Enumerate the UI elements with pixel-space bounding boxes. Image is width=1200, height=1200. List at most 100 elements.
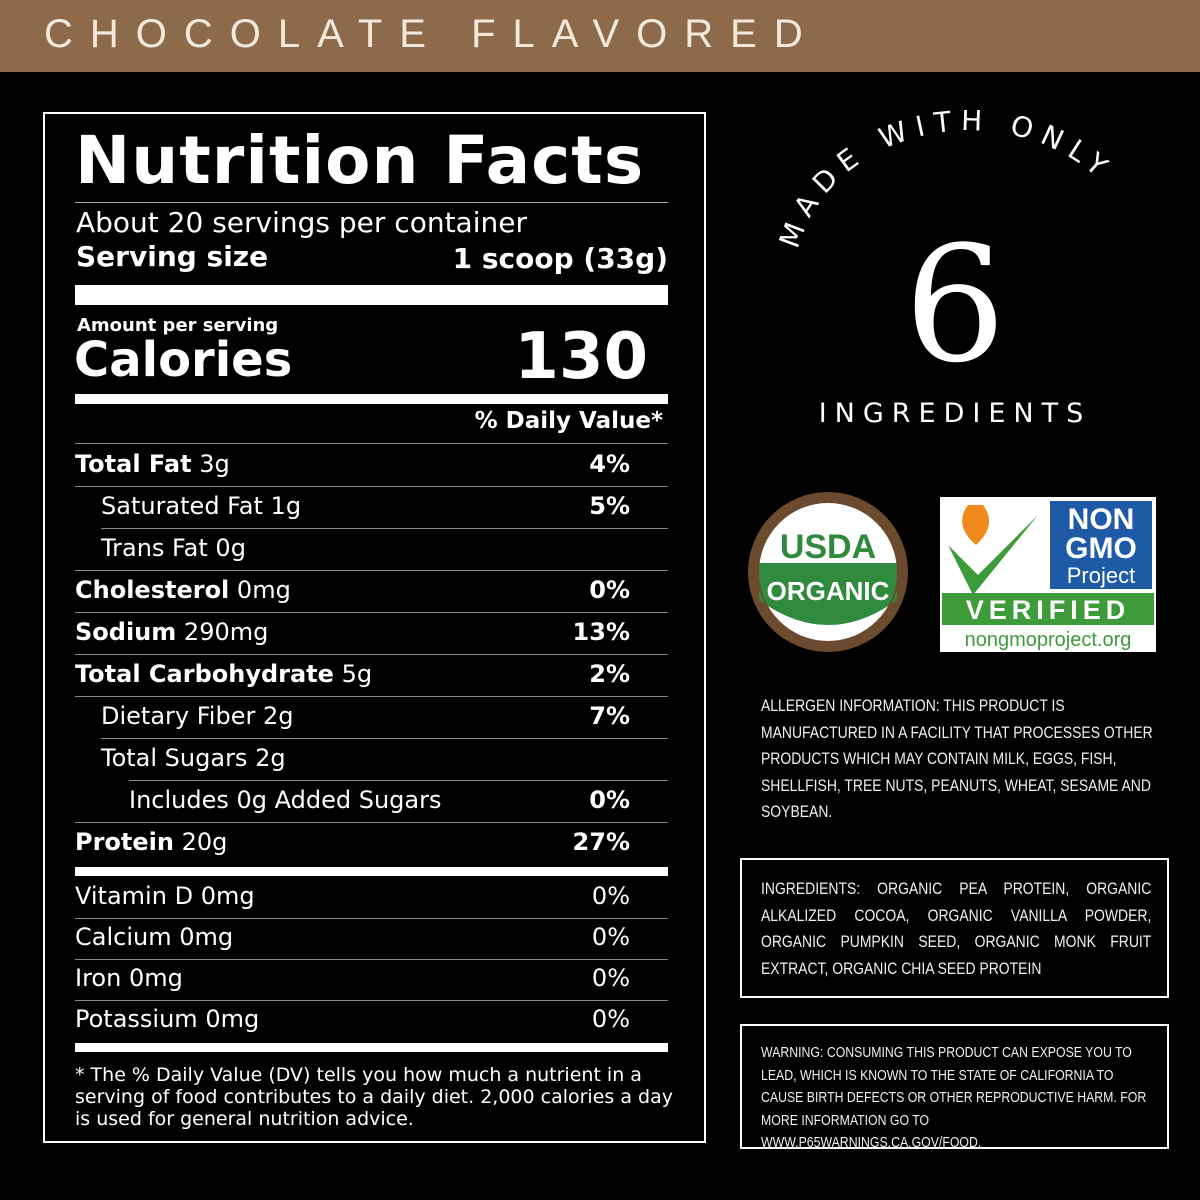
- divider: [75, 202, 668, 203]
- nutrient-dv: 5%: [589, 492, 630, 520]
- spacer: [176, 618, 184, 646]
- nutrient-name: Sodium: [75, 618, 177, 646]
- calories-value: 130: [514, 320, 648, 394]
- medium-bar: [75, 867, 668, 876]
- nutrient-name: Includes 0g Added Sugars: [129, 786, 442, 814]
- warning: WARNING: CONSUMING THIS PRODUCT CAN EXPO…: [761, 1044, 1147, 1151]
- divider: [75, 654, 668, 655]
- nutrient-row: Saturated Fat 1g 5%: [75, 486, 668, 526]
- vitamin-dv: 0%: [591, 923, 630, 951]
- vitamin-dv: 0%: [591, 964, 630, 992]
- allergen-info: ALLERGEN INFORMATION: THIS PRODUCT IS MA…: [761, 696, 1153, 821]
- nutrient-name: Saturated Fat: [101, 492, 263, 520]
- footnote: * The % Daily Value (DV) tells you how m…: [75, 1064, 673, 1130]
- vitamin-name: Vitamin D: [75, 882, 194, 910]
- ngmo-line3: Project: [1067, 563, 1135, 588]
- vitamin-row: Iron 0mg 0%: [75, 958, 668, 998]
- vitamin-name: Calcium: [75, 923, 172, 951]
- nutrient-amount: 0g: [215, 534, 246, 562]
- vitamin-amount: 0mg: [200, 882, 255, 910]
- vitamin-row: Potassium 0mg 0%: [75, 999, 668, 1039]
- divider: [75, 959, 668, 960]
- serving-size-label: Serving size: [76, 240, 269, 273]
- vitamin-row: Calcium 0mg 0%: [75, 917, 668, 957]
- serving-size-value: 1 scoop (33g): [452, 242, 668, 275]
- divider: [129, 780, 668, 781]
- banner-title: CHOCOLATE FLAVORED: [44, 12, 820, 56]
- ngmo-url: nongmoproject.org: [965, 629, 1132, 651]
- divider: [75, 822, 668, 823]
- nutrient-name: Cholesterol: [75, 576, 230, 604]
- divider: [101, 528, 668, 529]
- vitamin-amount: 0mg: [179, 923, 234, 951]
- medium-bar: [75, 1043, 668, 1052]
- divider: [75, 486, 668, 487]
- spacer: [263, 492, 271, 520]
- badge-number: 6: [904, 211, 1006, 398]
- nutrient-name: Total Fat: [75, 450, 192, 478]
- medium-bar: [75, 394, 668, 404]
- divider: [75, 570, 668, 571]
- vitamin-row: Vitamin D 0mg 0%: [75, 876, 668, 916]
- nutrient-row: Includes 0g Added Sugars 0%: [75, 780, 668, 820]
- nutrient-dv: 4%: [589, 450, 630, 478]
- nutrient-dv: 0%: [589, 576, 630, 604]
- vitamin-amount: 0mg: [205, 1005, 260, 1033]
- ingredients: INGREDIENTS: ORGANIC PEA PROTEIN, ORGANI…: [761, 879, 1152, 978]
- nutrient-row: Dietary Fiber 2g 7%: [75, 696, 668, 736]
- thick-bar: [75, 285, 668, 305]
- nutrient-name: Total Sugars: [101, 744, 248, 772]
- nutrient-name: Total Carbohydrate: [75, 660, 334, 688]
- nutrient-name: Dietary Fiber: [101, 702, 256, 730]
- nutrient-row: Sodium 290mg 13%: [75, 612, 668, 652]
- divider: [75, 1000, 668, 1001]
- nutrient-name: Trans Fat: [101, 534, 208, 562]
- divider: [75, 612, 668, 613]
- usda-top: USDA: [780, 528, 876, 566]
- nutrient-amount: 2g: [262, 702, 294, 730]
- spacer: [334, 660, 342, 688]
- ingredient-badge: MADE WITH ONLY 6 INGREDIENTS: [773, 110, 1112, 429]
- spacer: [255, 702, 263, 730]
- spacer: [121, 964, 129, 992]
- nutrient-row: Cholesterol 0mg 0%: [75, 570, 668, 610]
- divider: [75, 918, 668, 919]
- vitamin-dv: 0%: [591, 1005, 630, 1033]
- ngmo-line1: NON: [1068, 503, 1135, 536]
- spacer: [247, 744, 255, 772]
- servings: About 20 servings per container: [76, 206, 527, 239]
- amount-per-serving: Amount per serving: [77, 315, 279, 336]
- vitamin-dv: 0%: [591, 882, 630, 910]
- nutrient-name: Protein: [75, 828, 174, 856]
- nutrient-dv: 27%: [572, 828, 630, 856]
- dv-header: % Daily Value*: [474, 408, 663, 434]
- ingredients-box: [740, 858, 1169, 998]
- spacer: [193, 882, 201, 910]
- non-gmo-seal: NON GMO Project VERIFIED nongmoproject.o…: [940, 497, 1156, 652]
- nutrient-amount: 0mg: [236, 576, 291, 604]
- usda-band: ORGANIC: [767, 576, 890, 606]
- divider: [75, 696, 668, 697]
- vitamin-name: Iron: [75, 964, 122, 992]
- calories-label: Calories: [74, 332, 293, 388]
- nutrient-row: Total Sugars 2g: [75, 738, 668, 778]
- vitamin-amount: 0mg: [128, 964, 183, 992]
- divider: [101, 738, 668, 739]
- spacer: [174, 828, 182, 856]
- nutrient-dv: 0%: [589, 786, 630, 814]
- nutrient-amount: 3g: [199, 450, 230, 478]
- badge-label: INGREDIENTS: [819, 398, 1092, 429]
- divider: [75, 443, 668, 444]
- nutrient-row: Protein 20g 27%: [75, 822, 668, 862]
- nutrient-amount: 1g: [270, 492, 302, 520]
- warning-box: [740, 1024, 1169, 1149]
- spacer: [229, 576, 237, 604]
- ngmo-verified: VERIFIED: [966, 595, 1131, 625]
- nutrient-amount: 20g: [181, 828, 228, 856]
- nutrient-row: Total Fat 3g 4%: [75, 444, 668, 484]
- nutrient-dv: 7%: [589, 702, 630, 730]
- nutrient-row: Total Carbohydrate 5g 2%: [75, 654, 668, 694]
- nutrient-dv: 13%: [572, 618, 630, 646]
- nutrient-row: Trans Fat 0g: [75, 528, 668, 568]
- nutrient-amount: 2g: [255, 744, 286, 772]
